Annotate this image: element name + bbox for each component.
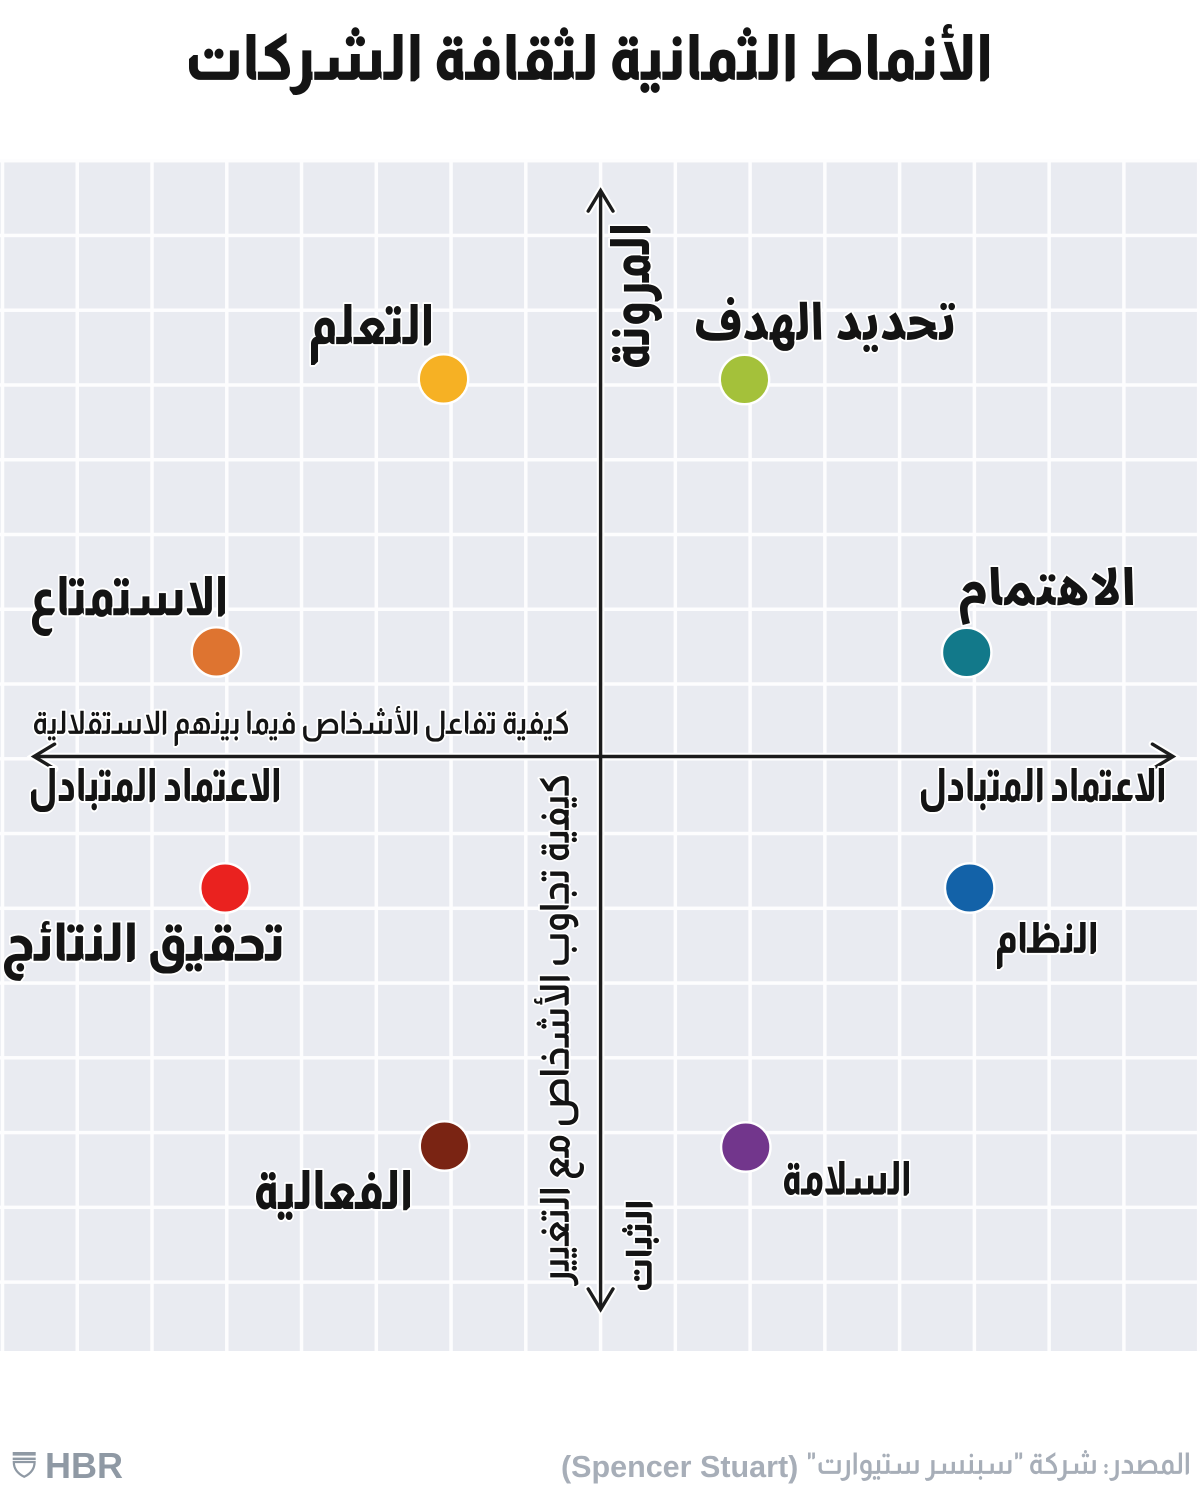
- svg-text:HBR: HBR: [45, 1445, 123, 1486]
- svg-text:(Spencer Stuart): (Spencer Stuart): [561, 1450, 798, 1484]
